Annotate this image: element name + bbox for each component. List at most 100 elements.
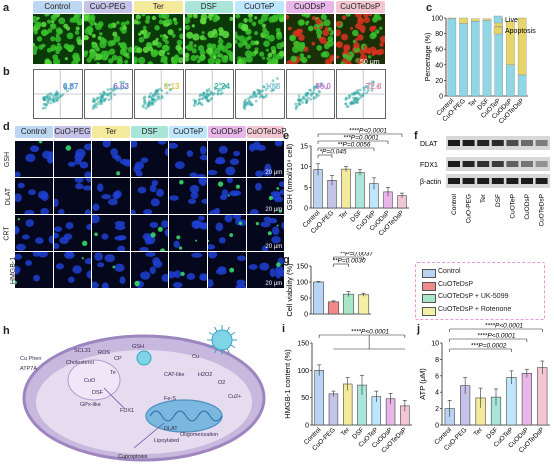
panel-b-plot-3: 3.13 (134, 69, 184, 119)
diagram-label-11: Te (110, 370, 116, 376)
x-tick-label-3: Ter (338, 209, 350, 221)
diagram-label-20: CAT-like (164, 372, 184, 378)
bar-apoptosis-2 (459, 17, 468, 24)
legend-swatch-live (493, 15, 503, 24)
panel-d-image-r4-c5 (169, 252, 207, 288)
panel-d-image-r4-c4 (130, 252, 169, 288)
panel-d-row-label-1: GSH (4, 151, 12, 167)
diagram-label-12: FDX1 (120, 408, 134, 414)
blot-lane-label-1: Control (451, 193, 458, 215)
blot-band-3-7 (535, 178, 548, 184)
blot-lane-label-2: CuO-PEG (466, 194, 473, 223)
panel-a-image-3 (134, 14, 183, 64)
diagram-label-17: Lipoylated (154, 438, 179, 444)
g-annot-1-label: **P=0.0037 (340, 252, 373, 258)
y-axis-label: HMGB-1 content (%) (283, 349, 292, 419)
blot-label-3: β-actin (420, 179, 441, 186)
y-axis-label: ATP (μM) (418, 368, 427, 400)
bar-live-7 (517, 74, 527, 97)
y-axis-label: Percentage (%) (425, 33, 432, 82)
bar-6 (521, 373, 532, 426)
bar-live-4 (482, 20, 492, 97)
diagram-label-13: Fe-S (164, 396, 176, 402)
e-annot-3-label: **P=0.0056 (337, 142, 370, 149)
panel-d-image-r2-c2 (53, 178, 92, 214)
diagram-label-6: CP (114, 356, 122, 362)
panel-a-image-1 (33, 14, 82, 64)
y-tick-label-0: 0 (304, 206, 308, 213)
panel-label-a: a (3, 2, 10, 14)
panel-d-image-r3-c5 (169, 215, 207, 251)
blot-band-2-7 (535, 161, 548, 167)
bar-3 (342, 293, 355, 315)
panel-a-scale-bar: 50 μm (360, 59, 380, 66)
blot-band-2-4 (491, 161, 504, 167)
y-tick-label-3: 60 (435, 47, 443, 54)
i-annot-1-label: ****P<0.0001 (351, 329, 390, 336)
diagram-label-7: Cholesterol (66, 360, 94, 366)
bar-2 (327, 301, 340, 315)
panel-d-image-r3-c7: 20 μm (246, 215, 285, 251)
panel-d-image-r2-c3 (92, 178, 130, 214)
panel-d-image-r1-c2 (53, 141, 92, 177)
panel-label-i: i (282, 323, 286, 335)
panel-d-image-r2-c6 (208, 178, 246, 214)
y-tick-label-4: 80 (435, 31, 443, 38)
panel-d-image-r2-c4 (130, 178, 169, 214)
endosome (67, 359, 121, 401)
panel-d-header-5: CuOTeP (169, 126, 207, 138)
panel-d-image-r4-c6 (208, 252, 246, 288)
legend-label-4: CuOTeDsP + Rotenone (438, 305, 512, 313)
j-annot-3-label: ***P=0.0002 (471, 343, 507, 350)
panel-d-image-r3-c6 (208, 215, 246, 251)
panel-d-image-r4-c1 (15, 252, 53, 288)
panel-b-value-5: 10.8 (264, 82, 281, 91)
bar-live-1 (447, 18, 457, 97)
y-tick-label-2: 4 (435, 390, 439, 397)
panel-d-image-r1-c6 (208, 141, 246, 177)
panel-label-b: b (3, 66, 10, 78)
y-tick-label-2: 40 (435, 62, 443, 69)
mitochondrion (145, 399, 223, 433)
panel-b-value-6: 56.0 (315, 82, 331, 91)
panel-d-image-r1-c1 (15, 141, 53, 177)
bar-7 (537, 367, 548, 426)
bar-live-2 (459, 23, 468, 97)
diagram-label-5: GSH (132, 344, 144, 350)
j-annot-2-label: ****P<0.0001 (477, 333, 516, 340)
legend-swatch-apoptosis (493, 26, 503, 35)
blot-lane-label-4: DSF (495, 194, 502, 207)
panel-d-image-r4-c7: 20 μm (246, 252, 285, 288)
panel-d-image-r3-c1 (15, 215, 53, 251)
panel-d-image-r4-c2 (53, 252, 92, 288)
blot-band-2-1 (448, 161, 460, 167)
panel-d-header-6: CuODsP (208, 126, 246, 138)
bar-1 (312, 281, 325, 315)
blot-lane-label-5: CuOTeP (509, 194, 516, 219)
cuproptosis-mechanism-diagram: SCL31 Cu Phen ATP7A ROS GSH CP Cholesterol Cu Cu… (20, 325, 266, 462)
bar-apoptosis-1 (447, 17, 457, 19)
blot-lane-label-7: CuOTeDsP (539, 194, 546, 227)
blot-band-1-6 (521, 140, 533, 146)
bar-apoptosis-6 (506, 20, 515, 65)
legend-item-3: CuOTeDsP + UK-5099 (422, 293, 540, 303)
legend-label-live: Live (505, 17, 518, 24)
legend-swatch-1 (422, 269, 436, 278)
diagram-label-8: Cu (192, 354, 199, 360)
panel-a-image-2 (83, 14, 132, 64)
blot-band-1-5 (506, 140, 519, 146)
legend-swatch-4 (422, 306, 436, 316)
panel-label-f: f (414, 130, 418, 142)
panel-a-header-7: CuOTeDsP (336, 1, 385, 13)
bar-4 (355, 172, 365, 209)
panel-a-image-4 (184, 14, 233, 64)
panel-a-header-6: CuODsP (285, 1, 334, 13)
panel-a-image-6 (285, 14, 334, 64)
y-tick-label-0: 0 (304, 312, 308, 319)
panel-d-image-r3-c4 (130, 215, 169, 251)
panel-a-header-5: CuOTeP (235, 1, 284, 13)
panel-b-value-4: 2.24 (214, 82, 230, 91)
bar-apoptosis-4 (482, 18, 492, 21)
